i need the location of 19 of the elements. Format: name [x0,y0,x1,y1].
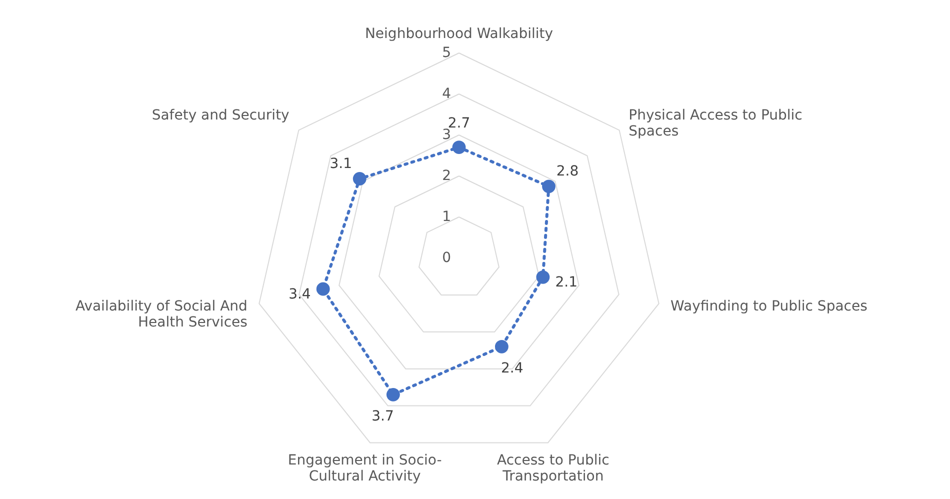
spoke-label: Safety and Security [152,108,290,124]
spoke-label: Physical Access to Public Spaces [628,108,802,140]
data-label: 3.1 [330,156,352,172]
data-label: 2.4 [500,360,524,376]
spoke-label: Engagement in Socio-Cultural Activity [288,452,442,485]
data-label: 2.8 [556,163,579,180]
y-tick-label: 4 [442,86,452,102]
data-label: 3.7 [372,408,394,424]
data-label: 3.4 [288,286,311,302]
y-tick-label: 5 [442,45,451,61]
y-tick-label: 2 [442,168,451,184]
data-label: 2.1 [555,274,578,290]
spoke-label: Availability of Social And Health Services [75,298,248,330]
y-tick-label: 0 [442,250,451,266]
spoke-label: Access to Public Transportation [496,452,610,485]
spoke-label: Neighbourhood Walkability [364,26,554,42]
spoke-label: Wayfinding to Public Spaces [670,298,868,314]
y-tick-label: 3 [442,127,451,143]
y-tick-label: 1 [442,209,451,225]
